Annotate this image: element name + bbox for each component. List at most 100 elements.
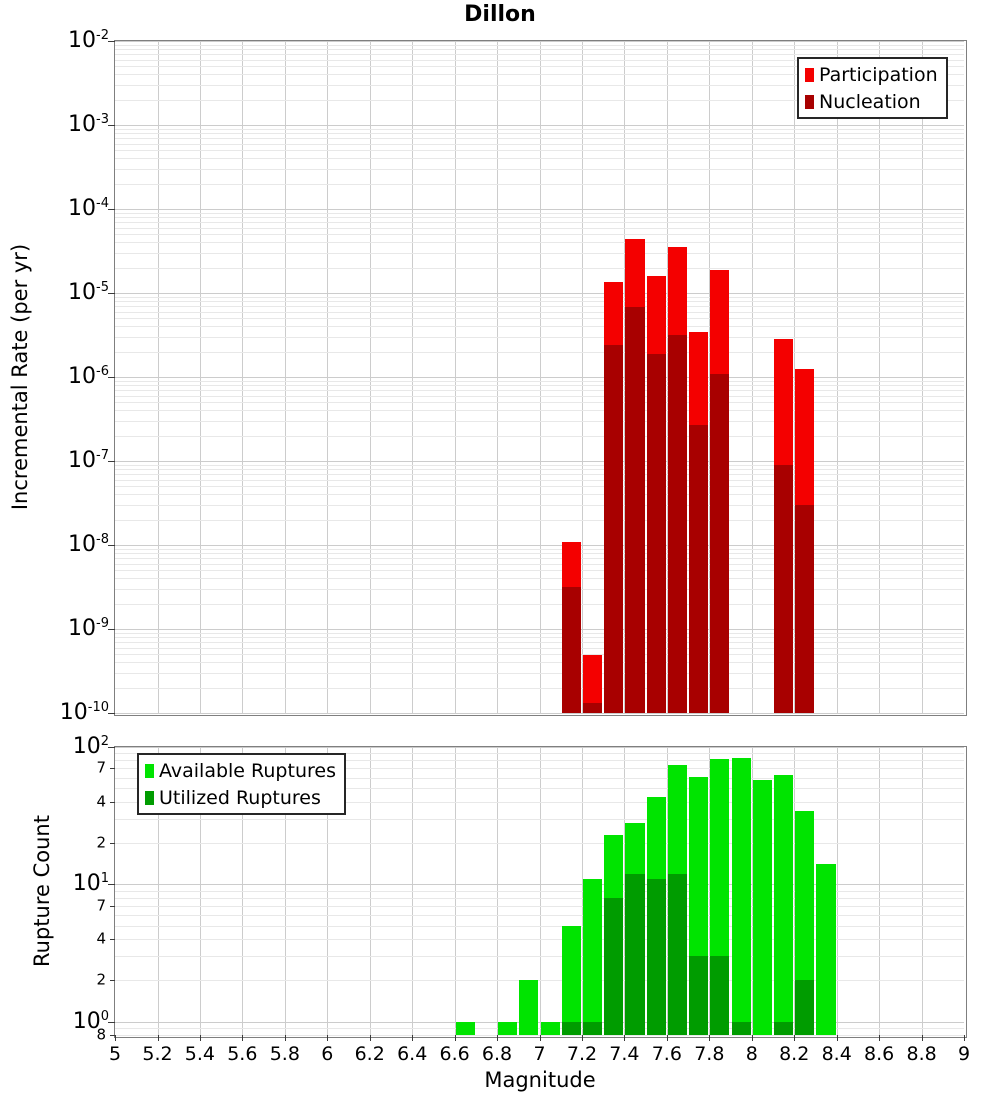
x-axis-tick (199, 1035, 201, 1041)
x-tick-label: 7.8 (694, 1043, 725, 1065)
bar-participation (583, 655, 603, 713)
y-minor-tick-label: 4 (96, 929, 106, 948)
x-tick-label: 7.4 (609, 1043, 640, 1065)
gridline-minor (115, 890, 964, 892)
gridline-minor (115, 1028, 964, 1029)
gridline-minor (115, 212, 964, 214)
gridline-minor (115, 637, 964, 639)
gridline-minor (115, 654, 964, 656)
gridline-minor (115, 128, 964, 130)
gridline-minor (115, 687, 964, 689)
x-axis-tick (539, 1035, 541, 1041)
gridline-minor (115, 464, 964, 466)
x-tick-label: 6.4 (397, 1043, 428, 1065)
gridline-minor (115, 252, 964, 254)
bar-utilized-ruptures (689, 956, 709, 1035)
gridline-minor (115, 588, 964, 590)
gridline-minor (115, 168, 964, 170)
gridline-minor (115, 66, 964, 68)
gridline-major (115, 293, 964, 294)
gridline-minor (115, 578, 964, 580)
y-axis-minor-tick (110, 980, 115, 982)
x-tick-label: 6 (321, 1043, 334, 1065)
bar-available-ruptures (455, 1021, 475, 1035)
y-tick-label: 10-7 (68, 447, 109, 474)
y-axis-tick (108, 209, 115, 210)
gridline-minor (115, 59, 964, 61)
x-tick-label: 5 (108, 1043, 122, 1065)
x-axis-tick (454, 1035, 456, 1041)
y-tick-label: 10-2 (68, 27, 109, 54)
gridline-minor (115, 558, 964, 559)
gridline-minor (115, 642, 964, 643)
y-axis-title-bottom: Rupture Count (30, 815, 54, 967)
x-axis-tick (327, 1035, 329, 1041)
bar-available-ruptures (498, 1021, 518, 1035)
bar-available-ruptures (752, 779, 772, 1035)
legend-label-participation: Participation (819, 63, 938, 86)
x-tick-label: 5.4 (184, 1043, 215, 1065)
gridline-minor (115, 553, 964, 555)
gridline-minor (115, 267, 964, 269)
gridline-minor (115, 143, 964, 145)
x-tick-label: 5.6 (227, 1043, 258, 1065)
gridline-minor (115, 760, 964, 762)
bar-utilized-ruptures (561, 1021, 581, 1035)
bar-utilized-ruptures (625, 873, 645, 1035)
gridline-minor (115, 296, 964, 298)
y-tick-label: 10-6 (68, 363, 109, 390)
gridline-minor (115, 420, 964, 422)
gridline-minor (115, 494, 964, 496)
bar-utilized-ruptures (604, 897, 624, 1035)
bar-available-ruptures (731, 758, 751, 1035)
y-axis-minor-tick (110, 1035, 115, 1036)
gridline-minor (115, 801, 964, 803)
y-axis-tick (108, 1021, 115, 1023)
gridline-minor (115, 469, 964, 471)
gridline-minor (115, 138, 964, 139)
x-axis-tick (284, 1035, 286, 1041)
bar-nucleation (667, 334, 688, 713)
x-axis-tick (921, 1035, 923, 1041)
gridline-major (115, 377, 964, 378)
bar-nucleation (604, 345, 624, 713)
x-axis-tick (794, 1035, 796, 1041)
bar-nucleation (795, 504, 815, 713)
gridline-minor (115, 914, 964, 916)
bar-nucleation (710, 373, 730, 713)
gridline-minor (115, 603, 964, 605)
y-tick-label: 10-4 (68, 195, 109, 222)
gridline-minor (115, 939, 964, 940)
bar-utilized-ruptures (710, 956, 730, 1035)
legend-label-nucleation: Nucleation (819, 90, 921, 113)
gridline-minor (115, 897, 964, 899)
bar-available-ruptures (774, 774, 794, 1035)
x-axis-title: Magnitude (484, 1068, 596, 1092)
gridline-minor (115, 905, 964, 907)
y-minor-tick-label: 8 (96, 1025, 106, 1044)
y-axis-tick (108, 747, 115, 748)
gridline-minor (115, 326, 964, 328)
bar-available-ruptures (795, 811, 815, 1035)
gridline-minor (115, 519, 964, 521)
gridline-minor (115, 435, 964, 437)
gridline-minor (115, 570, 964, 572)
y-tick-label: 10-3 (68, 111, 109, 138)
y-axis-tick (108, 377, 115, 378)
bar-available-ruptures (561, 925, 581, 1035)
gridline-minor (115, 956, 964, 958)
gridline-minor (115, 54, 964, 55)
gridline-minor (115, 647, 964, 649)
x-axis-tick (964, 1035, 965, 1041)
gridline-minor (115, 390, 964, 391)
y-axis-minor-tick (110, 939, 115, 940)
y-axis-minor-tick (110, 843, 115, 844)
y-tick-label: 10-8 (68, 531, 109, 558)
y-tick-label: 10-10 (59, 699, 109, 726)
y-tick-label: 10-9 (68, 615, 109, 642)
gridline-minor (115, 410, 964, 412)
gridline-minor (115, 402, 964, 404)
gridline-minor (115, 753, 964, 755)
x-axis-tick (157, 1035, 159, 1041)
